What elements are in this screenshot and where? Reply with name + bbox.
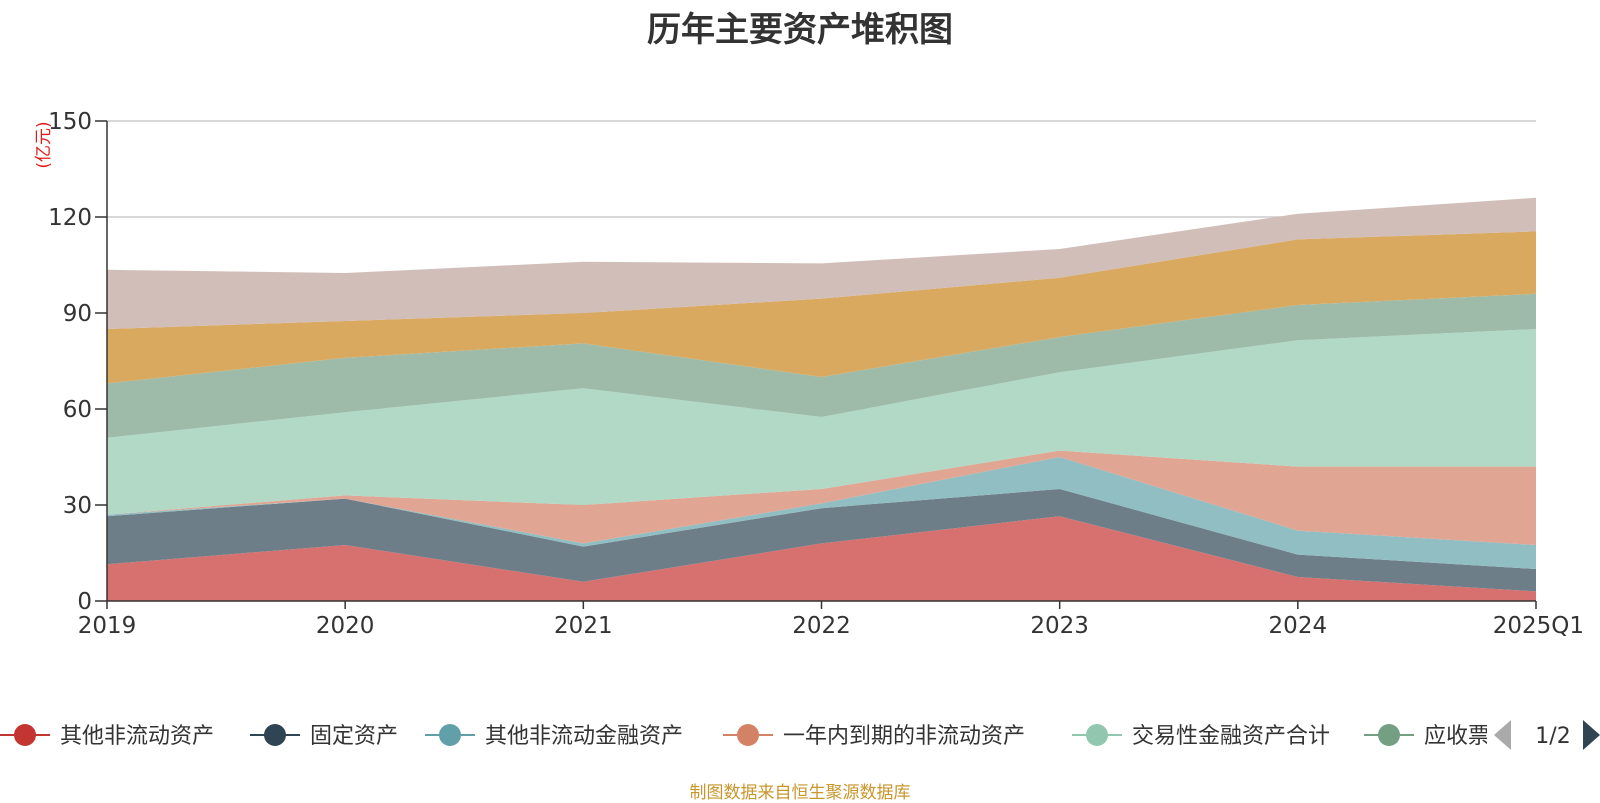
triangle-right-icon[interactable] [1583, 720, 1600, 750]
x-tick-label: 2023 [1030, 613, 1089, 639]
legend-marker [264, 724, 286, 746]
y-tick-label: 90 [63, 301, 92, 327]
legend-item[interactable]: 其他非流动资产 [0, 724, 214, 749]
y-tick-label: 0 [77, 589, 92, 615]
x-tick-label: 2021 [554, 613, 613, 639]
area-series-5 [107, 329, 1536, 515]
legend-label: 固定资产 [310, 724, 398, 749]
area-series-7 [107, 231, 1536, 384]
legend-item[interactable]: 固定资产 [250, 724, 398, 749]
legend-label: 应收票据 [1424, 724, 1512, 749]
legend-marker [1086, 724, 1108, 746]
legend-item[interactable]: 交易性金融资产合计 [1072, 724, 1330, 749]
area-series-1 [107, 516, 1536, 601]
y-tick-label: 150 [48, 109, 92, 135]
legend-item[interactable]: 其他非流动金融资产 [425, 724, 683, 749]
x-tick-label: 2022 [792, 613, 851, 639]
legend-label: 其他非流动资产 [60, 724, 214, 749]
area-series-8 [107, 197, 1536, 329]
legend-marker [1378, 724, 1400, 746]
y-tick-label: 30 [63, 493, 92, 519]
legend-marker [439, 724, 461, 746]
y-tick-label: 120 [48, 205, 92, 231]
legend-label: 一年内到期的非流动资产 [783, 724, 1025, 749]
area-layer [107, 197, 1536, 601]
area-series-6 [107, 293, 1536, 438]
source-note: 制图数据来自恒生聚源数据库 [689, 783, 911, 803]
x-tick-label: 2024 [1269, 613, 1328, 639]
legend-label: 交易性金融资产合计 [1132, 724, 1330, 749]
area-series-4 [107, 450, 1536, 545]
y-axis-label: (亿元) [34, 121, 54, 168]
legend-marker [14, 724, 36, 746]
legend-item[interactable]: 应收票据 [1364, 724, 1512, 749]
legend-items: 其他非流动资产 固定资产 其他非流动金融资产 一年内到期的非流动资产 交易性金融资产合计… [0, 724, 1512, 749]
legend-label: 其他非流动金融资产 [485, 724, 683, 749]
legend-item[interactable]: 一年内到期的非流动资产 [723, 724, 1025, 749]
area-series-2 [107, 489, 1536, 592]
x-tick-label: 2019 [78, 613, 137, 639]
x-tick-label: 2025Q1 [1493, 613, 1584, 639]
y-tick-label: 60 [63, 397, 92, 423]
legend-marker [737, 724, 759, 746]
legend: 其他非流动资产 固定资产 其他非流动金融资产 一年内到期的非流动资产 交易性金融资产合计… [0, 720, 1600, 750]
chart-title: 历年主要资产堆积图 [647, 10, 953, 50]
axis-layer: 0 30 60 90 120 150 2019 2020 2021 2022 2023 2024 202… [48, 109, 1584, 639]
triangle-left-icon[interactable] [1494, 720, 1511, 750]
legend-page-indicator: 1/2 [1535, 724, 1570, 749]
area-series-3 [107, 457, 1536, 569]
x-tick-label: 2020 [316, 613, 375, 639]
